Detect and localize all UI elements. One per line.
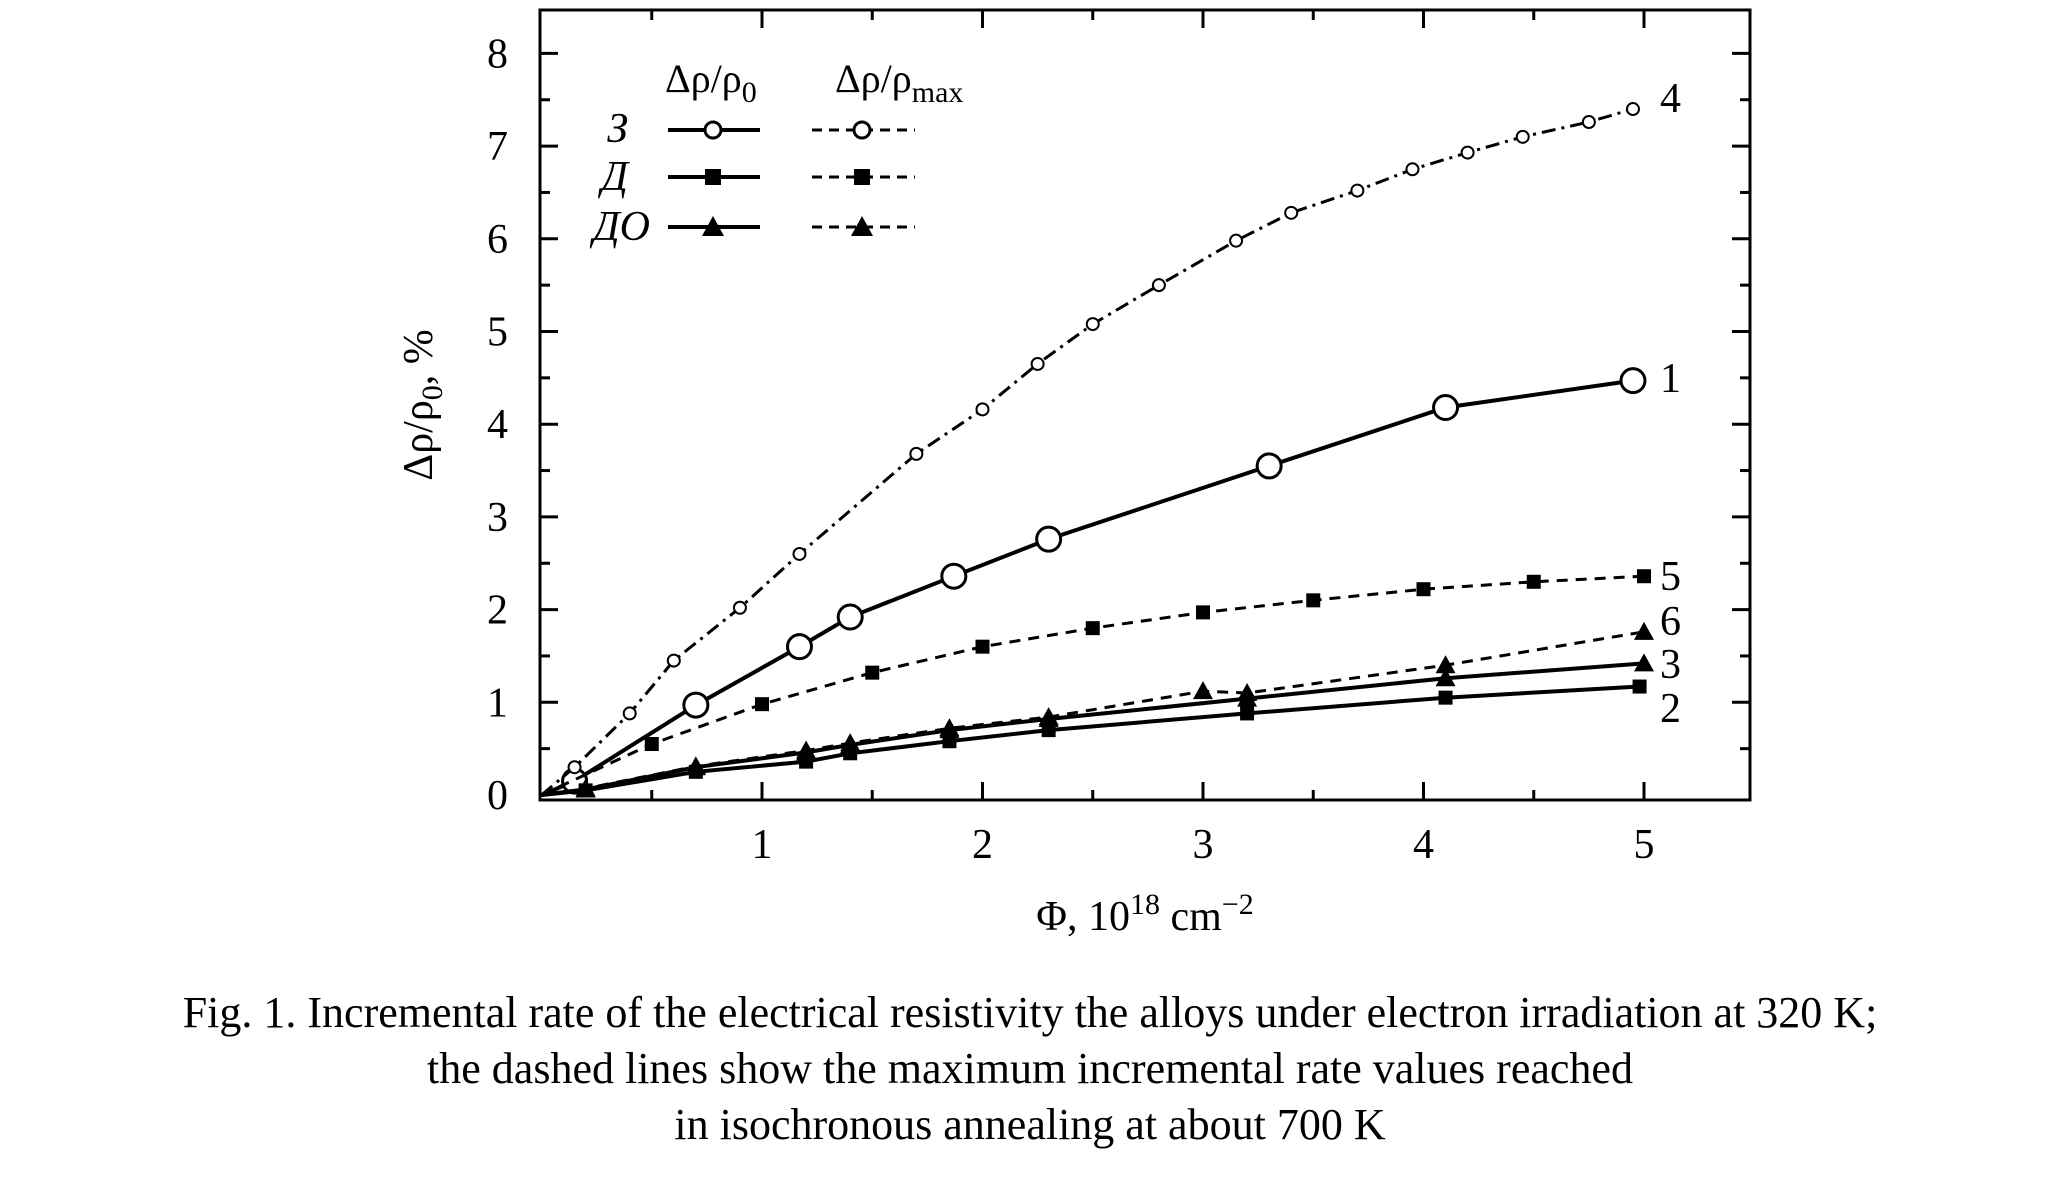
data-point-series-1 (1619, 367, 1647, 395)
data-point-series-1 (785, 633, 813, 661)
data-point-series-6 (1237, 683, 1258, 702)
data-point-series-5 (755, 697, 769, 712)
plot-frame (538, 8, 1752, 802)
legend-header-max: Δρ/ρmax (835, 56, 963, 109)
data-point-series-5 (644, 737, 659, 752)
curves-layer: 1 23 4 56 (540, 76, 1681, 798)
data-point-series-5 (1526, 574, 1541, 589)
legend-filled-square-icon (705, 169, 721, 185)
legend-header-measured: Δρ/ρ0 (665, 56, 757, 109)
data-point-series-4 (1229, 233, 1244, 248)
data-point-series-5 (1416, 582, 1431, 597)
legend-label-d: Д (597, 154, 630, 200)
x-tick-label: 2 (972, 822, 993, 868)
figure-caption-line-2: the dashed lines show the maximum increm… (427, 1044, 1633, 1093)
data-point-series-4 (1515, 129, 1530, 144)
series-line-4 (540, 107, 1634, 797)
data-point-series-5 (1637, 569, 1651, 584)
legend-label-z: З (607, 106, 628, 152)
legend: Δρ/ρ0 Δρ/ρmax З Д ДО (589, 56, 963, 250)
x-tick-label: 1 (752, 822, 773, 868)
data-point-series-6 (575, 778, 596, 797)
y-tick-label: 8 (487, 31, 508, 77)
curve-label-2: 2 (1660, 686, 1681, 732)
y-axis-title: Δρ/ρ0, % (396, 329, 449, 481)
data-point-series-1 (836, 603, 864, 631)
x-tick-label: 3 (1193, 822, 1214, 868)
data-point-series-2 (1632, 679, 1647, 694)
data-point-series-3 (1634, 653, 1654, 672)
y-tick-label: 4 (487, 402, 508, 448)
data-point-series-2 (1438, 690, 1453, 705)
data-point-series-6 (685, 756, 706, 775)
data-point-series-4 (1085, 317, 1100, 332)
data-point-series-6 (1634, 621, 1654, 640)
data-point-series-4 (1405, 162, 1420, 177)
data-point-series-4 (1151, 278, 1166, 293)
figure-caption-line-3: in isochronous annealing at about 700 K (674, 1100, 1386, 1149)
data-point-series-2 (1240, 706, 1255, 721)
data-point-series-5 (865, 665, 880, 680)
legend-filled-triangle-icon (702, 216, 724, 236)
y-tick-label: 5 (487, 310, 508, 356)
data-point-series-4 (792, 546, 807, 561)
data-point-series-6 (939, 718, 960, 737)
data-point-series-4 (622, 706, 637, 721)
data-point-series-4 (1030, 356, 1045, 371)
data-point-series-6 (1038, 707, 1059, 726)
curve-label-5: 5 (1660, 554, 1681, 600)
data-point-series-4 (975, 402, 990, 417)
y-tick-label: 2 (487, 588, 508, 634)
data-point-series-1 (1035, 525, 1063, 553)
legend-label-do: ДО (589, 204, 650, 250)
legend-open-circle-icon (852, 120, 872, 140)
series-line-1 (540, 378, 1634, 797)
data-point-series-4 (1460, 145, 1475, 160)
series-line-2 (541, 684, 1640, 797)
legend-filled-square-icon (854, 169, 870, 185)
data-point-series-4 (567, 760, 582, 775)
data-point-series-4 (1581, 114, 1596, 129)
y-tick-label: 3 (487, 495, 508, 541)
x-tick-label: 4 (1413, 822, 1434, 868)
data-point-series-4 (1625, 102, 1640, 117)
y-tick-label: 6 (487, 217, 508, 263)
data-point-series-1 (1255, 452, 1283, 480)
legend-open-circle-icon (703, 120, 723, 140)
curve-label-1: 1 (1660, 356, 1681, 402)
y-tick-label: 7 (487, 124, 508, 170)
data-point-series-1 (1432, 394, 1460, 422)
series-line-6 (541, 630, 1645, 797)
data-point-series-6 (1193, 681, 1213, 700)
figure-caption-line-1: Fig. 1. Incremental rate of the electric… (182, 988, 1878, 1037)
data-point-series-4 (666, 653, 681, 668)
x-axis-title: Φ, 1018 cm−2 (1036, 888, 1253, 940)
data-point-series-5 (975, 639, 990, 654)
y-tick-label: 0 (487, 773, 508, 819)
data-point-series-5 (1196, 605, 1210, 620)
data-point-series-4 (1284, 205, 1299, 220)
curve-label-3: 3 (1660, 642, 1681, 688)
data-point-series-6 (840, 733, 861, 752)
data-point-series-4 (732, 600, 747, 615)
data-point-series-1 (682, 691, 710, 719)
y-tick-label: 1 (487, 680, 508, 726)
data-point-series-3 (1435, 668, 1456, 687)
data-point-series-6 (796, 740, 817, 759)
series-line-5 (540, 574, 1645, 797)
data-point-series-6 (1435, 655, 1456, 674)
x-tick-label: 5 (1634, 822, 1655, 868)
curve-label-4: 4 (1660, 76, 1681, 122)
curve-label-6: 6 (1660, 599, 1681, 645)
data-point-series-4 (909, 446, 924, 461)
data-point-series-5 (1306, 593, 1321, 608)
data-point-series-1 (940, 562, 968, 590)
data-point-series-5 (1085, 621, 1100, 636)
legend-filled-triangle-icon (851, 216, 873, 236)
series-line-3 (541, 661, 1645, 797)
data-point-series-4 (1350, 183, 1365, 198)
